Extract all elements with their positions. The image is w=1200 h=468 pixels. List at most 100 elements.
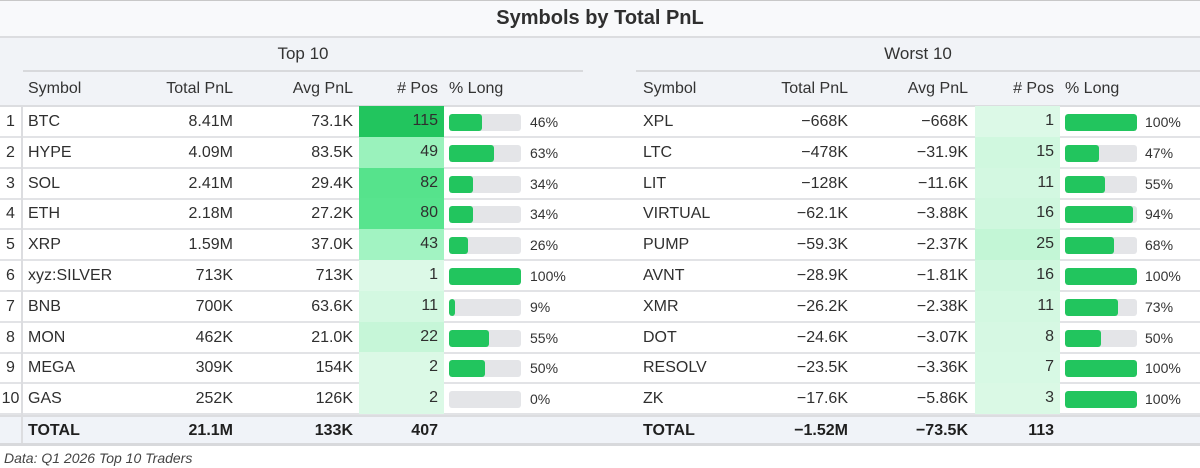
worst-avg-pnl: −2.37K	[916, 236, 968, 254]
top-pos-count: 43	[359, 229, 444, 261]
top-total-pnl: 8.41M	[188, 113, 233, 130]
worst-total-pnl: −59.3K	[796, 236, 848, 254]
table-row: 6 xyz:SILVER 713K 713K 1 100% AVNT −28.9K −1.81K…	[0, 260, 1200, 292]
worst-symbol: RESOLV	[643, 359, 707, 377]
worst-long-bar-fill	[1065, 237, 1114, 255]
top-symbol: xyz:SILVER	[28, 267, 113, 284]
top-total-pnl: 4.09M	[188, 143, 233, 161]
top-symbol: ETH	[28, 205, 60, 223]
worst-long-pct: 55%	[1145, 175, 1174, 192]
top-long-bar-fill	[449, 144, 495, 162]
worst-pos-count: 3	[975, 383, 1060, 415]
worst-long-pct: 68%	[1145, 237, 1174, 254]
top-total-pnl: 309K	[195, 359, 233, 377]
total-rownum	[0, 417, 23, 443]
top-symbol: SOL	[28, 174, 61, 192]
worst-total-avg: −73.5K	[915, 422, 968, 439]
worst-pos-count: 16	[975, 198, 1060, 230]
row-number: 9	[0, 353, 23, 385]
worst-total-pnl: −24.6K	[796, 328, 848, 346]
top-col-symbol: Symbol	[28, 80, 82, 97]
top-long-pct: 50%	[530, 360, 559, 377]
worst-total-pnl: −17.6K	[796, 390, 848, 408]
top-long-pct: 34%	[530, 175, 559, 192]
worst-long-bar	[1065, 114, 1137, 131]
worst-pos-count: 8	[975, 321, 1060, 353]
top-total-pnl: 21.1M	[188, 422, 233, 439]
worst-pos-count: 11	[975, 290, 1060, 322]
top-total-pnl: 700K	[195, 297, 233, 315]
worst-long-bar-fill	[1065, 329, 1101, 347]
top-pos-count: 115	[359, 106, 444, 137]
top-long-bar	[449, 391, 521, 409]
worst-symbol: XMR	[643, 297, 679, 315]
top-long-bar-fill	[449, 329, 489, 347]
top-col-total-pnl: Total PnL	[166, 80, 233, 97]
top-symbol: BNB	[28, 297, 61, 315]
worst-long-bar-fill	[1065, 298, 1118, 316]
worst-long-pct: 94%	[1145, 206, 1174, 223]
worst-long-bar-fill	[1065, 360, 1137, 378]
row-number: 2	[0, 137, 23, 169]
top-long-bar-fill	[449, 175, 474, 193]
top-long-pct: 55%	[530, 329, 559, 346]
worst-pos-count: 7	[975, 352, 1060, 384]
worst-long-bar-fill	[1065, 114, 1137, 131]
worst-total-pos: 113	[1028, 422, 1054, 439]
worst-col-symbol: Symbol	[643, 80, 697, 97]
worst-long-bar	[1065, 360, 1137, 378]
top-long-bar	[449, 298, 521, 316]
worst-avg-pnl: −31.9K	[916, 143, 968, 161]
top-total-pnl: 462K	[195, 328, 233, 346]
worst-long-bar	[1065, 144, 1137, 162]
top-avg-pnl: 126K	[315, 390, 353, 408]
top-total-pnl: 1.59M	[188, 236, 233, 254]
worst-long-bar	[1065, 391, 1137, 409]
top-pos-count: 1	[359, 260, 444, 291]
worst-long-pct: 100%	[1145, 391, 1181, 408]
worst-long-pct: 100%	[1145, 114, 1181, 130]
top-col-long: % Long	[449, 80, 504, 97]
top-long-bar	[449, 268, 521, 285]
top-long-bar	[449, 206, 521, 224]
top-long-bar-fill	[449, 360, 485, 378]
footer-note: Data: Q1 2026 Top 10 Traders	[4, 450, 193, 466]
worst-avg-pnl: −5.86K	[916, 390, 968, 408]
top-col-avg-pnl: Avg PnL	[292, 80, 353, 97]
top-long-bar-fill	[449, 268, 521, 285]
top-long-pct: 46%	[530, 114, 559, 130]
worst-avg-pnl: −668K	[921, 113, 968, 130]
top-long-bar-fill	[449, 206, 474, 224]
worst-long-bar-fill	[1065, 268, 1137, 285]
worst-total-label: TOTAL	[643, 422, 695, 439]
worst-avg-pnl: −3.36K	[916, 359, 968, 377]
top-long-bar	[449, 329, 521, 347]
top-long-bar	[449, 144, 521, 162]
worst-10-spanner: Worst 10	[636, 38, 1200, 72]
table-row: 5 XRP 1.59M 37.0K 43 26% PUMP −59.3K −2.37K 25 68%	[0, 229, 1200, 262]
top-total-avg: 133K	[314, 422, 353, 439]
top-long-pct: 0%	[530, 391, 551, 408]
row-number: 8	[0, 322, 23, 354]
row-number: 7	[0, 291, 23, 323]
table-row: 7 BNB 700K 63.6K 11 9% XMR −26.2K −2.38K 11 73%	[0, 290, 1200, 323]
worst-total-pnl: −478K	[801, 143, 848, 161]
worst-total-pnl: −62.1K	[796, 205, 848, 223]
top-avg-pnl: 27.2K	[311, 205, 353, 223]
worst-pos-count: 1	[975, 106, 1060, 137]
top-long-pct: 26%	[530, 237, 559, 254]
top-avg-pnl: 154K	[315, 359, 353, 377]
top-long-bar	[449, 360, 521, 378]
worst-long-pct: 100%	[1145, 268, 1181, 284]
top-symbol: HYPE	[28, 143, 72, 161]
top-symbol: MEGA	[28, 359, 76, 377]
worst-symbol: VIRTUAL	[643, 205, 711, 223]
top-avg-pnl: 73.1K	[311, 113, 353, 130]
table-row: 9 MEGA 309K 154K 2 50% RESOLV −23.5K −3.36K 7 100%	[0, 352, 1200, 385]
table-row: 2 HYPE 4.09M 83.5K 49 63% LTC −478K −31.9K 15 47%	[0, 136, 1200, 169]
worst-long-pct: 47%	[1145, 144, 1174, 161]
worst-long-bar	[1065, 298, 1137, 316]
top-avg-pnl: 29.4K	[311, 174, 353, 192]
worst-total-pnl: −26.2K	[796, 297, 848, 315]
total-row: TOTAL 21.1M 133K 407 TOTAL −1.52M −73.5K…	[0, 415, 1200, 446]
